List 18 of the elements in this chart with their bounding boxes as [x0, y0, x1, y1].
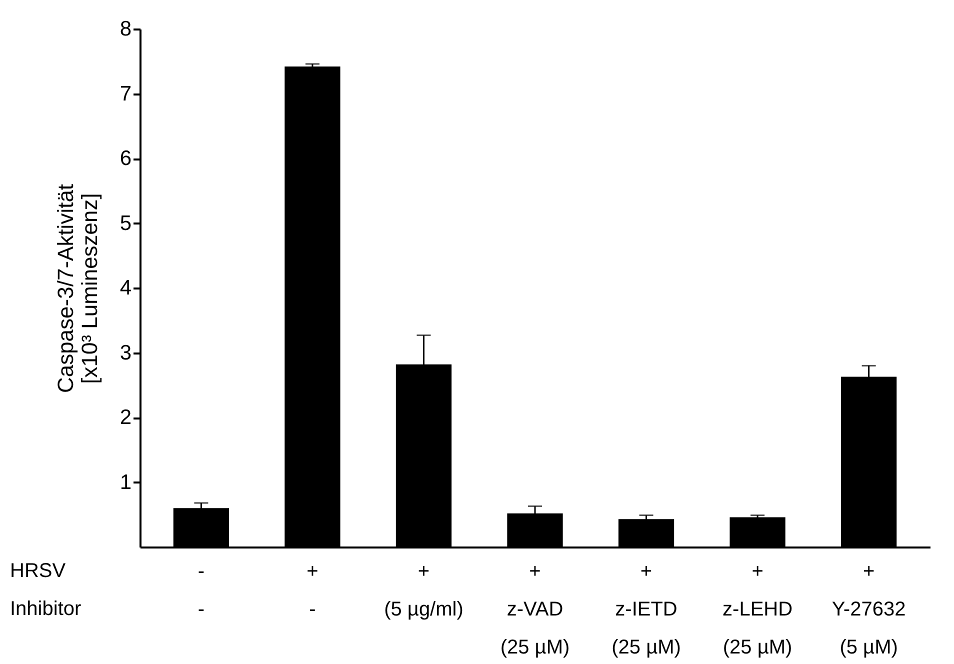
y-tick-label: 4 — [120, 276, 132, 300]
text: HRSV — [10, 560, 66, 582]
y-axis-title: Caspase-3/7-Aktivität [x10³ Lumineszenz] — [52, 184, 102, 394]
y-tick-label: 3 — [120, 341, 132, 364]
y-tick-label: 1 — [120, 470, 132, 494]
y-tick-label: 7 — [120, 82, 132, 106]
y-tick-label: 5 — [120, 212, 132, 235]
x-tick-label: + (5 µg/ml) — [384, 560, 464, 620]
y-tick-label: 2 — [120, 406, 132, 429]
x-tick-label: + z-IETD (25 µM) — [612, 560, 681, 658]
x-tick-label: - - — [198, 560, 205, 620]
x-tick-label: + Y-27632 (5 µM) — [832, 560, 906, 658]
y-tick-label: 6 — [120, 147, 132, 170]
y-tick-label: 8 — [120, 18, 132, 40]
x-tick-label: + - — [306, 560, 318, 620]
x-tick-label: + z-LEHD (25 µM) — [722, 560, 793, 658]
x-tick-label: + z-VAD (25 µM) — [500, 560, 570, 658]
text: Inhibitor — [10, 598, 82, 620]
